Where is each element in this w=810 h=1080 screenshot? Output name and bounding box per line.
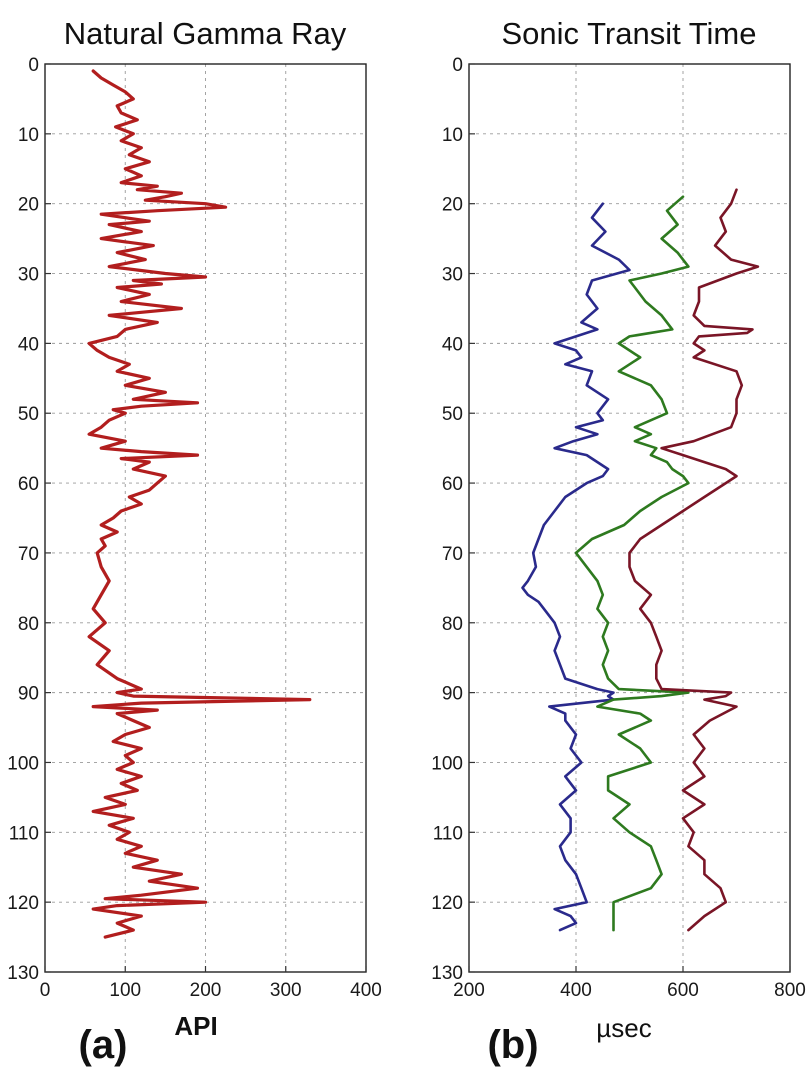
plot-frame: [468, 63, 791, 973]
y-tick-label: 60: [18, 474, 39, 495]
y-tick-label: 90: [18, 684, 39, 705]
y-tick-label: 110: [9, 823, 39, 844]
y-tick-label: 100: [7, 753, 39, 774]
y-tick-label: 120: [7, 893, 39, 914]
x-tick-label: 200: [453, 980, 485, 1001]
y-tick-label: 10: [18, 125, 39, 146]
x-tick-label: 200: [190, 980, 222, 1001]
y-tick-label: 0: [28, 55, 39, 76]
x-axis-label: µsec: [596, 1013, 651, 1043]
y-tick-label: 90: [442, 684, 463, 705]
y-tick-label: 30: [442, 265, 463, 286]
chart-panel-sonic-transit: Sonic Transit Time 0 10 20 30 40 50 60 70 80 90 10…: [431, 16, 806, 1067]
x-tick-label: 400: [350, 980, 382, 1001]
x-tick-label: 0: [40, 980, 51, 1001]
series-group: [87, 69, 312, 939]
x-axis-ticks: 0 100 200 300 400: [40, 966, 382, 1001]
x-tick-label: 400: [560, 980, 592, 1001]
x-axis-ticks: 200 400 600 800: [453, 966, 806, 1001]
y-tick-label: 30: [18, 265, 39, 286]
x-axis-label: API: [174, 1011, 217, 1041]
y-tick-label: 70: [442, 544, 463, 565]
y-tick-label: 40: [18, 334, 39, 355]
grid-lines: [469, 64, 790, 972]
series-line-3: [628, 188, 760, 932]
y-tick-label: 130: [7, 963, 39, 984]
y-tick-label: 80: [18, 614, 39, 635]
x-tick-label: 600: [667, 980, 699, 1001]
y-tick-label: 130: [431, 963, 463, 984]
y-tick-label: 40: [442, 334, 463, 355]
chart-title: Natural Gamma Ray: [64, 16, 347, 51]
y-tick-label: 50: [18, 404, 39, 425]
y-axis-ticks: 0 10 20 30 40 50 60 70 80 90 100 110 120 130: [431, 55, 475, 984]
y-tick-label: 100: [431, 753, 463, 774]
x-tick-label: 300: [270, 980, 302, 1001]
y-tick-label: 10: [442, 125, 463, 146]
y-tick-label: 20: [442, 195, 463, 216]
panel-label: (b): [487, 1023, 538, 1067]
x-tick-label: 800: [774, 980, 806, 1001]
y-tick-label: 0: [452, 55, 463, 76]
y-tick-label: 110: [433, 823, 463, 844]
panel-label: (a): [79, 1023, 128, 1067]
y-tick-label: 120: [431, 893, 463, 914]
y-axis-ticks: 0 10 20 30 40 50 60 70 80 90 100 110 120 130: [7, 55, 51, 984]
series-line-1: [87, 69, 312, 939]
y-tick-label: 60: [442, 474, 463, 495]
y-tick-label: 80: [442, 614, 463, 635]
series-group: [521, 188, 760, 932]
x-tick-label: 100: [109, 980, 141, 1001]
grid-lines: [45, 64, 366, 972]
y-tick-label: 20: [18, 195, 39, 216]
y-tick-label: 50: [442, 404, 463, 425]
chart-panel-gamma-ray: Natural Gamma Ray 0 10 20 30 40 50 60 70 80 90 100…: [7, 16, 382, 1067]
series-line-1: [521, 202, 631, 932]
y-tick-label: 70: [18, 544, 39, 565]
series-line-2: [574, 195, 690, 932]
chart-title: Sonic Transit Time: [502, 16, 757, 51]
